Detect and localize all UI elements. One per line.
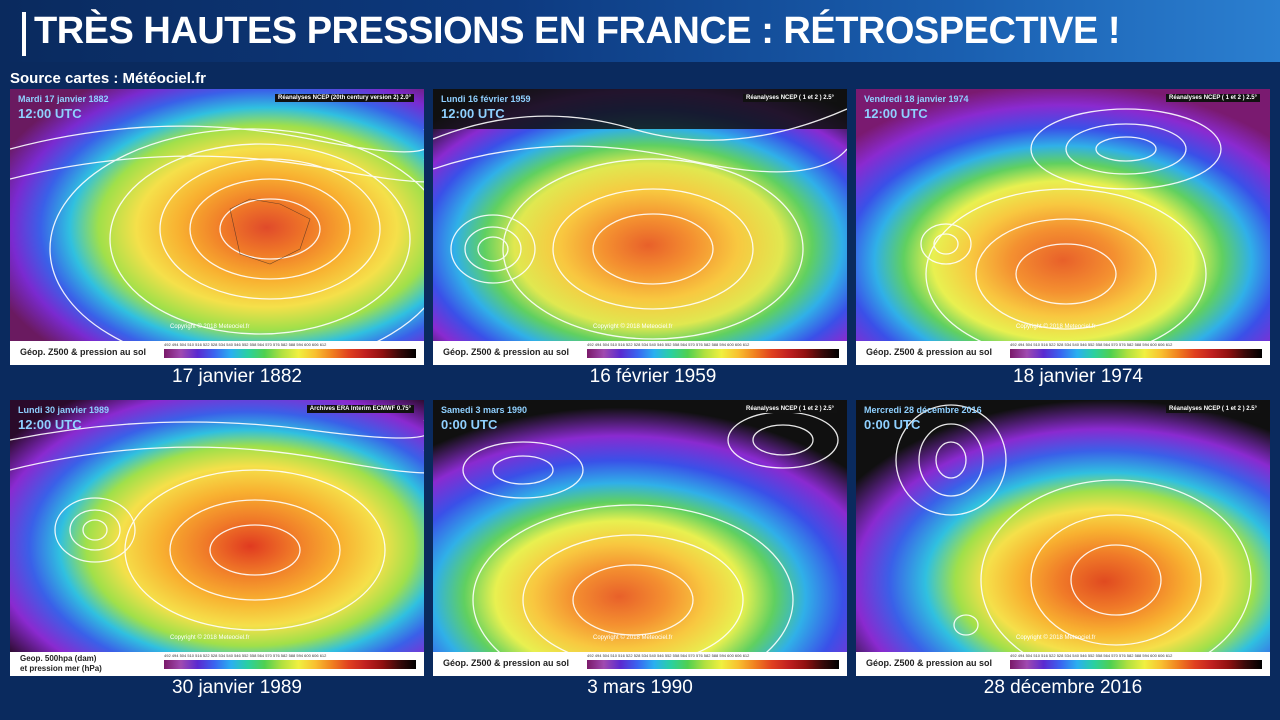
copyright: Copyright © 2018 Meteociel.fr	[1016, 635, 1096, 641]
legend-line-1: Geop. 500hpa (dam)	[20, 654, 97, 663]
map-time: 12:00 UTC	[18, 106, 82, 121]
copyright: Copyright © 2018 Meteociel.fr	[593, 324, 673, 330]
weather-map-image: Mardi 17 janvier 1882 12:00 UTC Réanalys…	[10, 89, 424, 341]
map-caption: 28 décembre 2016	[983, 677, 1143, 698]
copyright: Copyright © 2018 Meteociel.fr	[170, 324, 250, 330]
scale-ticks: 492 494 504 510 516 522 528 534 540 546 …	[164, 342, 327, 347]
scale-ticks: 492 494 504 510 516 522 528 534 540 546 …	[587, 342, 750, 347]
scale-ticks: 492 494 504 510 516 522 528 534 540 546 …	[1010, 653, 1173, 658]
map-legend: Géop. Z500 & pression au sol 492 494 504…	[856, 652, 1270, 676]
legend-line-2: et pression mer (hPa)	[20, 664, 102, 673]
map-card-1974: Vendredi 18 janvier 1974 12:00 UTC Réana…	[856, 89, 1270, 365]
map-card-2016: Mercredi 28 décembre 2016 0:00 UTC Réana…	[856, 400, 1270, 676]
legend-label: Géop. Z500 & pression au sol	[20, 347, 147, 357]
dataset-label: Réanalyses NCEP ( 1 et 2 ) 2.5°	[743, 94, 837, 102]
header-banner: TRÈS HAUTES PRESSIONS EN FRANCE : RÉTROS…	[0, 0, 1280, 62]
map-date: Lundi 30 janvier 1989	[18, 405, 110, 415]
copyright: Copyright © 2018 Meteociel.fr	[1016, 324, 1096, 330]
dataset-label: Réanalyses NCEP ( 1 et 2 ) 2.5°	[1166, 94, 1260, 102]
color-scale	[164, 660, 416, 669]
color-scale	[1010, 349, 1262, 358]
copyright: Copyright © 2018 Meteociel.fr	[170, 635, 250, 641]
map-time: 0:00 UTC	[441, 417, 498, 432]
weather-map-image: Lundi 16 février 1959 12:00 UTC Réanalys…	[433, 89, 847, 341]
scale-ticks: 492 494 504 510 516 522 528 534 540 546 …	[164, 653, 327, 658]
weather-map-image: Lundi 30 janvier 1989 12:00 UTC Archives…	[10, 400, 424, 652]
map-date: Mercredi 28 décembre 2016	[864, 405, 982, 415]
weather-map-image: Samedi 3 mars 1990 0:00 UTC Réanalyses N…	[433, 400, 847, 652]
map-legend: Géop. Z500 & pression au sol 492 494 504…	[433, 341, 847, 365]
legend-label: Géop. Z500 & pression au sol	[866, 658, 993, 668]
dataset-label: Archives ERA Interim ECMWF 0.75°	[306, 405, 414, 413]
legend-label: Geop. 500hpa (dam) et pression mer (hPa)	[20, 654, 102, 674]
map-time: 12:00 UTC	[864, 106, 928, 121]
copyright: Copyright © 2018 Meteociel.fr	[593, 635, 673, 641]
color-scale	[587, 660, 839, 669]
map-date: Mardi 17 janvier 1882	[18, 94, 109, 104]
map-time: 0:00 UTC	[864, 417, 921, 432]
map-time: 12:00 UTC	[18, 417, 82, 432]
map-date: Lundi 16 février 1959	[441, 94, 531, 104]
map-legend: Géop. Z500 & pression au sol 492 494 504…	[856, 341, 1270, 365]
map-caption: 16 février 1959	[589, 366, 717, 387]
weather-map-image: Vendredi 18 janvier 1974 12:00 UTC Réana…	[856, 89, 1270, 341]
map-legend: Geop. 500hpa (dam) et pression mer (hPa) …	[10, 652, 424, 676]
map-card-1989: Lundi 30 janvier 1989 12:00 UTC Archives…	[10, 400, 424, 676]
legend-label: Géop. Z500 & pression au sol	[866, 347, 993, 357]
color-scale	[587, 349, 839, 358]
map-caption: 30 janvier 1989	[172, 677, 302, 698]
map-time: 12:00 UTC	[441, 106, 505, 121]
title-accent-bar	[22, 12, 26, 56]
map-card-1882: Mardi 17 janvier 1882 12:00 UTC Réanalys…	[10, 89, 424, 365]
scale-ticks: 492 494 504 510 516 522 528 534 540 546 …	[587, 653, 750, 658]
legend-label: Géop. Z500 & pression au sol	[443, 347, 570, 357]
map-caption: 17 janvier 1882	[172, 366, 302, 387]
map-legend: Géop. Z500 & pression au sol 492 494 504…	[433, 652, 847, 676]
dataset-label: Réanalyses NCEP ( 1 et 2 ) 2.5°	[743, 405, 837, 413]
weather-map-image: Mercredi 28 décembre 2016 0:00 UTC Réana…	[856, 400, 1270, 652]
map-date: Samedi 3 mars 1990	[441, 405, 528, 415]
map-card-1990: Samedi 3 mars 1990 0:00 UTC Réanalyses N…	[433, 400, 847, 676]
map-date: Vendredi 18 janvier 1974	[864, 94, 969, 104]
map-caption: 3 mars 1990	[587, 677, 693, 698]
legend-label: Géop. Z500 & pression au sol	[443, 658, 570, 668]
color-scale	[164, 349, 416, 358]
map-card-1959: Lundi 16 février 1959 12:00 UTC Réanalys…	[433, 89, 847, 365]
dataset-label: Réanalyses NCEP ( 1 et 2 ) 2.5°	[1166, 405, 1260, 413]
page-title: TRÈS HAUTES PRESSIONS EN FRANCE : RÉTROS…	[34, 10, 1121, 52]
map-caption: 18 janvier 1974	[1013, 366, 1143, 387]
dataset-label: Réanalyses NCEP (20th century version 2)…	[274, 94, 414, 102]
color-scale	[1010, 660, 1262, 669]
source-credit: Source cartes : Météociel.fr	[10, 70, 206, 87]
map-legend: Géop. Z500 & pression au sol 492 494 504…	[10, 341, 424, 365]
scale-ticks: 492 494 504 510 516 522 528 534 540 546 …	[1010, 342, 1173, 347]
